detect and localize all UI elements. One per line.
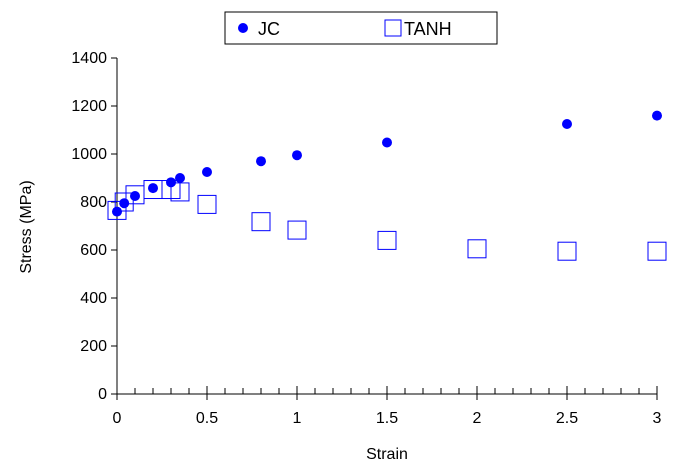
legend-label-jc: JC (258, 19, 280, 39)
jc-point (256, 156, 266, 167)
legend-marker-tanh (384, 19, 402, 37)
axes (111, 57, 658, 400)
y-tick-label: 1200 (71, 98, 107, 115)
legend: JC TANH (224, 11, 498, 45)
y-tick-label: 800 (80, 194, 107, 211)
legend-box (224, 11, 498, 45)
jc-point (112, 206, 122, 217)
x-tick-label: 1 (293, 410, 302, 427)
jc-point (166, 177, 176, 188)
tanh-point (107, 200, 127, 220)
jc-point (202, 167, 212, 177)
y-tick-label: 1000 (71, 146, 107, 163)
jc-point (382, 137, 392, 148)
tanh-point (467, 239, 487, 259)
tanh-point (377, 230, 397, 250)
y-tick-label: 600 (80, 242, 107, 259)
jc-point (562, 119, 572, 129)
tanh-point (287, 220, 307, 240)
x-tick-label: 2.5 (556, 410, 578, 427)
jc-point (119, 198, 130, 209)
y-axis-title: Stress (MPa) (18, 180, 35, 273)
series-tanh (107, 180, 667, 261)
legend-label-tanh: TANH (404, 19, 452, 39)
y-tick-label: 200 (80, 338, 107, 355)
x-tick-label: 1.5 (376, 410, 398, 427)
x-axis-title: Strain (366, 446, 408, 463)
x-tick-label: 0 (113, 410, 122, 427)
tanh-point (647, 241, 667, 261)
tanh-point (557, 241, 577, 261)
tanh-point (170, 182, 190, 202)
legend-marker-jc (238, 23, 248, 33)
y-tick-label: 400 (80, 290, 107, 307)
x-tick-label: 0.5 (196, 410, 218, 427)
jc-point (292, 150, 302, 161)
y-tick-label: 1400 (71, 50, 107, 67)
y-tick-label: 0 (98, 386, 107, 403)
x-tick-label: 3 (653, 410, 662, 427)
tanh-point (114, 192, 134, 212)
series-jc (112, 110, 662, 217)
x-tick-labels: 0 0.5 1 1.5 2 2.5 3 (113, 410, 662, 427)
x-tick-label: 2 (473, 410, 482, 427)
tanh-point (251, 212, 271, 232)
jc-point (652, 110, 662, 121)
y-tick-labels: 0 200 400 600 800 1000 1200 1400 (71, 50, 107, 403)
jc-point (148, 183, 158, 194)
tanh-point (197, 194, 217, 214)
